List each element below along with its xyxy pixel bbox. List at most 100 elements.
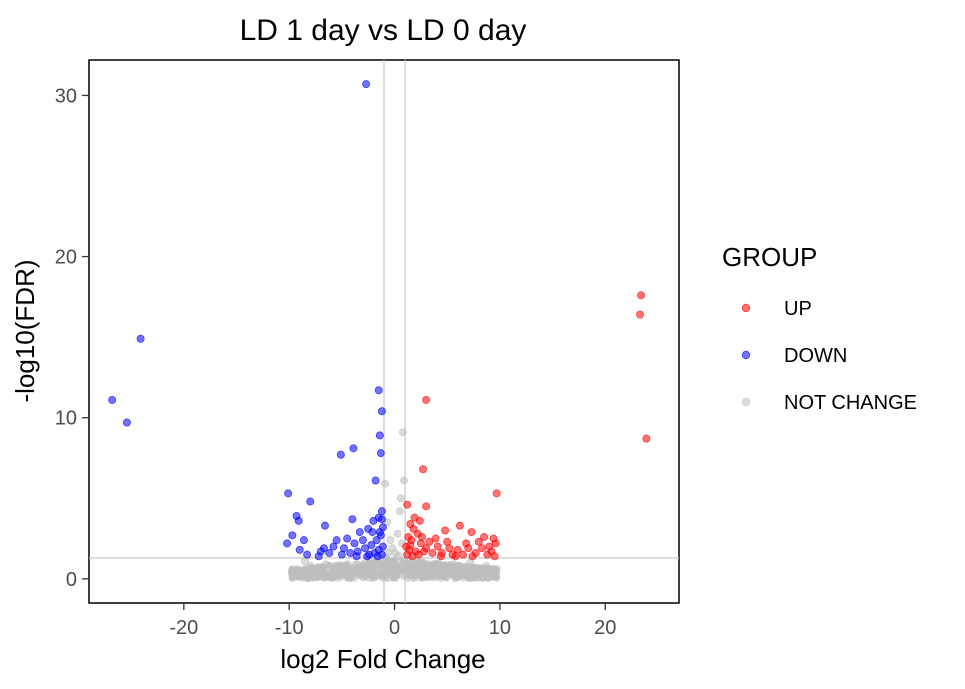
- point-down: [372, 536, 381, 545]
- point-up: [425, 537, 434, 546]
- legend-label: NOT CHANGE: [784, 392, 917, 414]
- point-down: [306, 497, 315, 506]
- point-not-change: [437, 571, 446, 580]
- point-up: [410, 513, 419, 522]
- point-down: [371, 476, 380, 485]
- point-down: [352, 552, 361, 561]
- point-not-change: [483, 573, 492, 582]
- point-not-change: [404, 560, 413, 569]
- point-not-change: [337, 563, 346, 572]
- point-down: [369, 516, 378, 525]
- point-down: [303, 550, 312, 559]
- point-not-change: [306, 561, 315, 570]
- x-axis-title: log2 Fold Change: [280, 644, 485, 674]
- point-up: [637, 291, 646, 300]
- point-down: [377, 407, 386, 416]
- point-down: [377, 507, 386, 516]
- point-down: [362, 80, 371, 89]
- point-not-change: [369, 569, 378, 578]
- point-down: [375, 528, 384, 537]
- point-not-change: [398, 428, 407, 437]
- point-not-change: [474, 566, 483, 575]
- point-down: [377, 515, 386, 524]
- point-up: [431, 534, 440, 543]
- point-down: [363, 552, 372, 561]
- point-not-change: [457, 565, 466, 574]
- point-up: [441, 526, 450, 535]
- point-down: [343, 534, 352, 543]
- point-not-change: [327, 573, 336, 582]
- point-up: [433, 542, 442, 551]
- point-not-change: [378, 566, 387, 575]
- point-not-change: [308, 571, 317, 580]
- x-tick-label: 10: [489, 617, 511, 639]
- point-up: [406, 540, 415, 549]
- point-down: [316, 547, 325, 556]
- point-not-change: [322, 560, 331, 569]
- point-up: [477, 544, 486, 553]
- point-up: [490, 552, 499, 561]
- point-not-change: [295, 568, 304, 577]
- point-down: [283, 539, 292, 548]
- point-up: [455, 521, 464, 530]
- point-down: [348, 515, 357, 524]
- point-down: [336, 450, 345, 459]
- point-up: [474, 537, 483, 546]
- point-up: [459, 550, 468, 559]
- point-not-change: [381, 479, 390, 488]
- point-not-change: [361, 565, 370, 574]
- point-down: [108, 395, 117, 404]
- point-not-change: [469, 571, 478, 580]
- point-up: [480, 532, 489, 541]
- point-not-change: [353, 560, 362, 569]
- point-down: [299, 536, 308, 545]
- point-not-change: [343, 571, 352, 580]
- point-not-change: [396, 494, 405, 503]
- point-down: [332, 536, 341, 545]
- point-down: [339, 544, 348, 553]
- point-up: [414, 550, 423, 559]
- y-tick-label: 30: [55, 85, 77, 107]
- point-up: [468, 552, 477, 561]
- point-up: [418, 465, 427, 474]
- legend-key: [741, 397, 751, 407]
- plot-panel: [88, 59, 680, 604]
- point-up: [492, 489, 501, 498]
- point-not-change: [393, 529, 402, 538]
- point-not-change: [422, 573, 431, 582]
- x-axis: -20 -10 0 10 20: [169, 603, 616, 639]
- x-tick-label: 20: [594, 617, 616, 639]
- x-tick-label: -10: [275, 617, 304, 639]
- point-down: [358, 536, 367, 545]
- point-up: [467, 528, 476, 537]
- x-tick-label: 0: [389, 617, 400, 639]
- point-up: [422, 502, 431, 511]
- point-not-change: [390, 569, 399, 578]
- point-up: [422, 544, 431, 553]
- y-axis: 0 10 20 30: [55, 85, 89, 591]
- point-down: [346, 549, 355, 558]
- point-not-change: [394, 552, 403, 561]
- point-down: [361, 544, 370, 553]
- point-up: [417, 532, 426, 541]
- point-down: [349, 444, 358, 453]
- point-down: [284, 489, 293, 498]
- point-not-change: [373, 561, 382, 570]
- point-not-change: [482, 561, 491, 570]
- legend-entries: UP DOWN NOT CHANGE: [741, 298, 917, 414]
- point-not-change: [416, 558, 425, 567]
- point-up: [642, 434, 651, 443]
- y-tick-label: 10: [55, 408, 77, 430]
- point-down: [325, 549, 334, 558]
- x-tick-label: -20: [169, 617, 198, 639]
- point-down: [136, 334, 145, 343]
- point-not-change: [313, 565, 322, 574]
- point-not-change: [432, 561, 441, 570]
- point-up: [436, 552, 445, 561]
- cloud-point: [380, 574, 388, 581]
- point-down: [376, 449, 385, 458]
- legend-title: GROUP: [722, 242, 817, 272]
- point-not-change: [358, 573, 367, 582]
- point-up: [443, 537, 452, 546]
